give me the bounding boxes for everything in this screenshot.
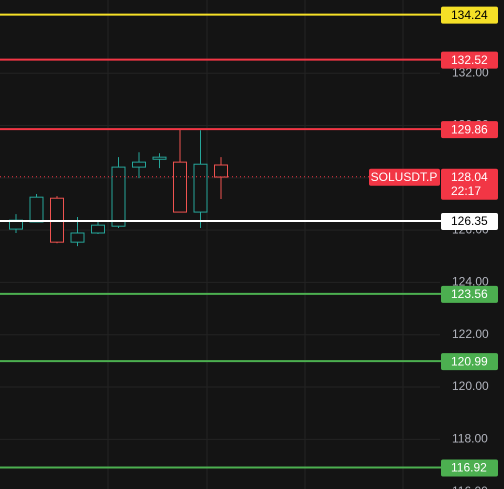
level-label: 123.56 — [451, 287, 488, 301]
y-tick-label: 118.00 — [452, 431, 488, 445]
y-tick-label: 116.00 — [452, 484, 488, 489]
level-box — [441, 459, 498, 477]
candle-body — [152, 156, 167, 160]
level-box — [441, 285, 498, 303]
last-price-box — [441, 168, 498, 200]
y-tick-label: 124.00 — [452, 275, 489, 289]
candle-body — [214, 164, 228, 178]
y-tick-label: 132.00 — [452, 65, 489, 79]
candle-body — [70, 232, 85, 243]
level-box — [441, 51, 498, 69]
candle-body — [29, 196, 44, 223]
level-label: 132.52 — [451, 53, 488, 67]
level-label: 129.86 — [451, 122, 488, 136]
candle-body — [132, 161, 146, 168]
candle-body — [111, 166, 126, 227]
level-label: 126.35 — [451, 214, 488, 228]
level-box — [441, 121, 498, 139]
y-tick-label: 120.00 — [452, 379, 489, 393]
level-label: 120.99 — [451, 354, 488, 368]
symbol-box — [369, 168, 440, 186]
candle-body — [91, 224, 105, 234]
y-tick-label: 122.00 — [452, 327, 489, 341]
symbol-label: SOLUSDT.P — [371, 170, 438, 184]
level-label: 116.92 — [451, 461, 487, 475]
countdown-label: 22:17 — [451, 184, 481, 198]
level-box — [441, 212, 498, 230]
candle-body — [193, 163, 208, 213]
level-box — [441, 6, 498, 24]
last-price-label: 128.04 — [451, 170, 488, 184]
level-box — [441, 353, 498, 371]
level-label: 134.24 — [451, 8, 488, 22]
candle-body — [173, 161, 187, 213]
